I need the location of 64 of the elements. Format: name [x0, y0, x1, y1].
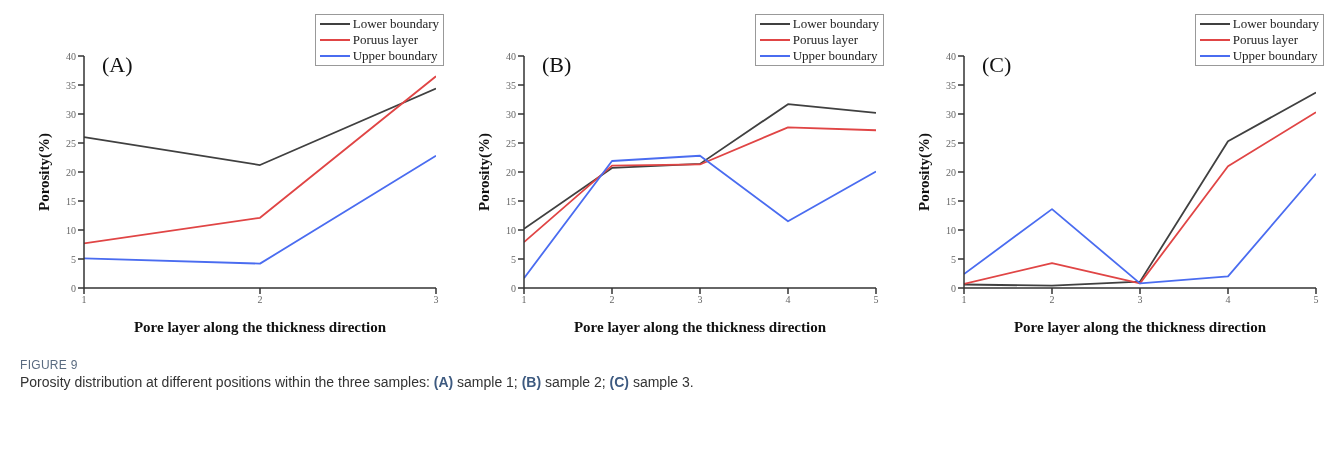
- caption: FIGURE 9: [20, 358, 79, 372]
- y-tick-label: 15: [946, 195, 956, 207]
- x-tick-label: 2: [1049, 294, 1055, 306]
- y-tick-label: 35: [506, 79, 516, 91]
- legend-label: Upper boundary: [792, 48, 878, 64]
- x-tick-label: 5: [873, 294, 879, 306]
- x-axis-title: Pore layer along the thickness direction: [573, 319, 827, 335]
- y-tick-label: 10: [946, 224, 956, 236]
- line-series: [524, 103, 876, 230]
- legend-label: Poruus layer: [352, 32, 419, 48]
- legend-label: Upper boundary: [1232, 48, 1318, 64]
- line-series: [524, 154, 876, 280]
- y-tick-label: 5: [511, 253, 516, 265]
- x-axis-title: Pore layer along the thickness direction: [1013, 319, 1267, 335]
- y-tick-label: 20: [946, 166, 956, 178]
- y-tick-label: 30: [506, 108, 516, 120]
- y-tick-label: 40: [506, 50, 516, 62]
- chart-title: (A): [102, 52, 133, 78]
- x-tick-label: 4: [1225, 294, 1231, 306]
- x-tick-label: 2: [609, 294, 615, 306]
- x-tick-label: 1: [961, 294, 967, 306]
- y-tick-label: 20: [506, 166, 516, 178]
- y-tick-label: 35: [946, 79, 956, 91]
- x-axis-title: Pore layer along the thickness direction: [133, 319, 387, 335]
- legend-label: Lower boundary: [352, 16, 439, 32]
- y-tick-label: 30: [66, 108, 76, 120]
- x-tick-label: 1: [81, 294, 87, 306]
- x-tick-label: 3: [1137, 294, 1143, 306]
- y-axis-title: Porosity(%): [916, 132, 934, 212]
- line-series: [964, 172, 1316, 285]
- x-tick-label: 4: [785, 294, 791, 306]
- chart-title: (C): [982, 52, 1012, 78]
- y-tick-label: 30: [946, 108, 956, 120]
- y-tick-label: 25: [506, 137, 516, 149]
- y-tick-label: 0: [511, 282, 516, 294]
- y-axis-title: Porosity(%): [36, 132, 54, 212]
- y-tick-label: 0: [951, 282, 956, 294]
- y-tick-label: 40: [66, 50, 76, 62]
- y-axis-title: Porosity(%): [476, 132, 494, 212]
- y-tick-label: 10: [66, 224, 76, 236]
- y-tick-label: 25: [946, 137, 956, 149]
- y-tick-label: 0: [71, 282, 76, 294]
- y-tick-label: 5: [71, 253, 76, 265]
- text: Porosity distribution at different positions within the three samples: (A) sample 1; (B) sample 2; (C) sample 3.: [20, 374, 694, 390]
- x-tick-label: 2: [257, 294, 263, 306]
- x-tick-label: 3: [697, 294, 703, 306]
- chart-title: (B): [542, 52, 572, 78]
- y-tick-label: 15: [66, 195, 76, 207]
- legend-label: Lower boundary: [792, 16, 879, 32]
- line-series: [524, 126, 876, 244]
- legend-label: Lower boundary: [1232, 16, 1319, 32]
- y-tick-label: 25: [66, 137, 76, 149]
- y-tick-label: 10: [506, 224, 516, 236]
- legend-label: Poruus layer: [1232, 32, 1299, 48]
- x-tick-label: 3: [433, 294, 439, 306]
- y-tick-label: 40: [946, 50, 956, 62]
- x-tick-label: 1: [521, 294, 527, 306]
- y-tick-label: 15: [506, 195, 516, 207]
- legend-label: Upper boundary: [352, 48, 438, 64]
- y-tick-label: 35: [66, 79, 76, 91]
- y-tick-label: 20: [66, 166, 76, 178]
- legend-label: Poruus layer: [792, 32, 859, 48]
- y-tick-label: 5: [951, 253, 956, 265]
- x-tick-label: 5: [1313, 294, 1319, 306]
